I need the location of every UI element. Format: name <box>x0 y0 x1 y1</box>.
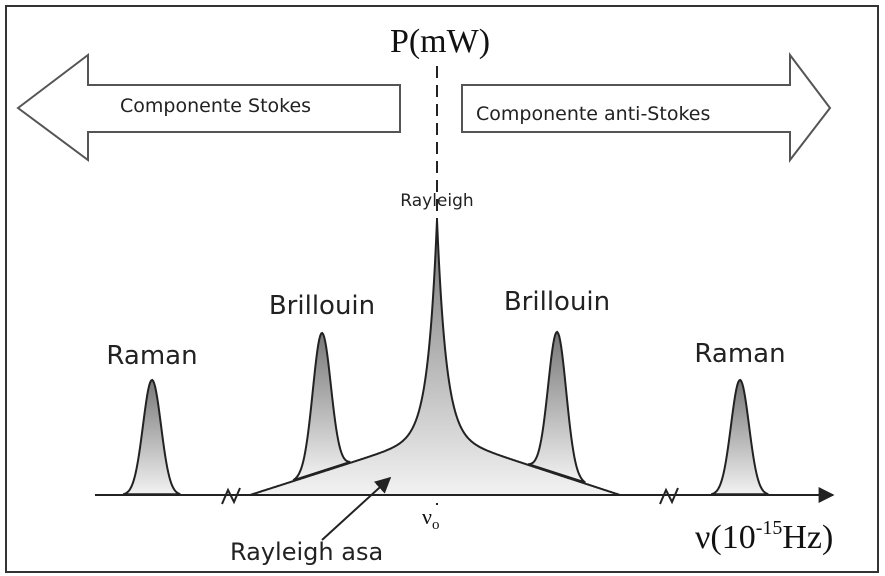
peak-shape <box>122 378 181 496</box>
axis-break <box>221 487 241 505</box>
x-label-superscript: -15 <box>756 517 783 539</box>
x-label-prefix: ν(10 <box>695 519 756 556</box>
axis-break <box>659 487 679 505</box>
peak-label: Raman <box>694 339 785 369</box>
peak-shape <box>527 330 586 484</box>
y-axis-label: P(mW) <box>390 23 490 60</box>
wing-arrow <box>321 476 392 541</box>
wing-label: Rayleigh asa <box>230 538 383 566</box>
peak-shape <box>292 331 351 482</box>
spectrum <box>122 219 769 496</box>
peak-label: Brillouin <box>269 291 375 321</box>
anti-stokes-label: Componente anti-Stokes <box>476 103 710 125</box>
stokes-label: Componente Stokes <box>120 95 311 117</box>
x-label-suffix: Hz) <box>782 519 833 556</box>
center-label: νo <box>422 504 439 533</box>
stokes-arrow <box>16 52 401 162</box>
peak-label: Brillouin <box>504 287 610 317</box>
center-subscript: o <box>432 517 440 533</box>
peak-label: Rayleigh <box>400 191 473 211</box>
peak-label: Raman <box>106 341 197 371</box>
anti-stokes-arrow <box>461 52 832 163</box>
peak-shape <box>710 378 769 496</box>
center-symbol: ν <box>422 504 432 529</box>
x-axis-label: ν(10-15Hz) <box>695 517 833 556</box>
